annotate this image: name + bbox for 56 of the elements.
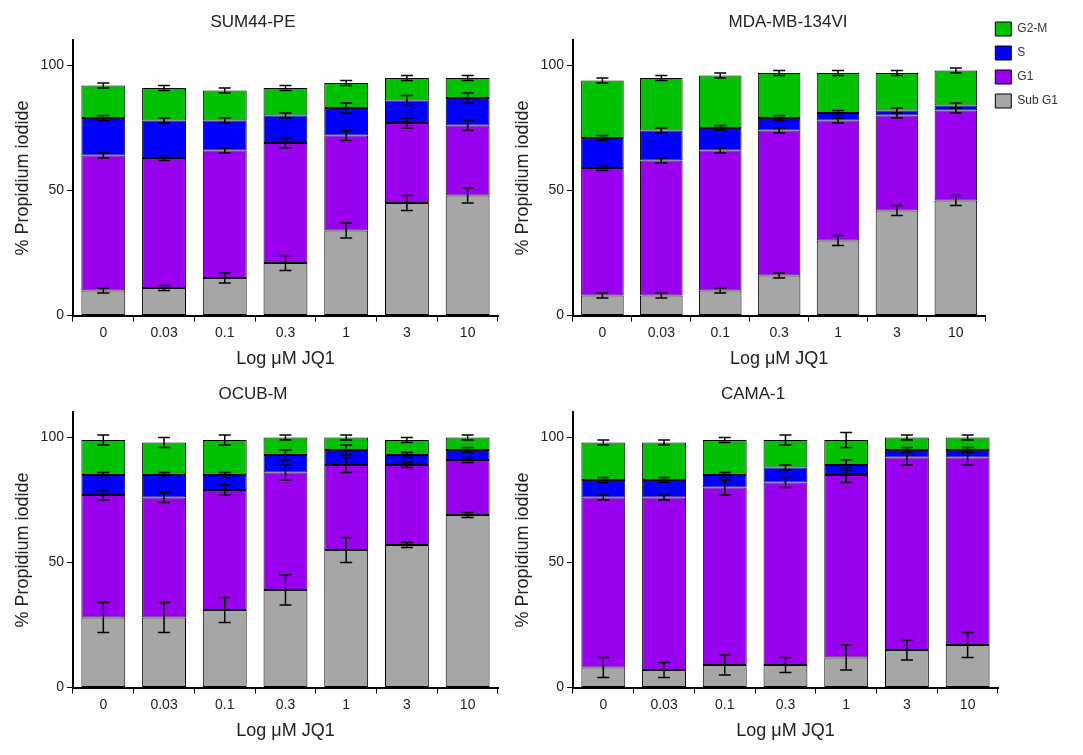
chart-title: OCUB-M <box>218 383 288 403</box>
y-tick-label: 50 <box>48 181 65 198</box>
x-tick-label: 0 <box>99 323 108 340</box>
x-tick-label: 3 <box>903 695 912 712</box>
legend-label: S <box>1017 45 1026 60</box>
x-tick-label: 0.3 <box>775 695 796 712</box>
y-tick-label: 0 <box>556 306 565 323</box>
y-tick-label: 100 <box>540 56 565 73</box>
y-tick-label: 50 <box>548 553 565 570</box>
x-axis-title: Log μM JQ1 <box>736 720 835 741</box>
x-tick-label: 0 <box>599 695 608 712</box>
x-tick-label: 0.3 <box>275 695 296 712</box>
x-tick-label: 10 <box>459 695 476 712</box>
y-tick-label: 0 <box>56 678 65 695</box>
y-tick-label: 0 <box>56 306 65 323</box>
x-tick-label: 0 <box>99 695 108 712</box>
legend-label: G1 <box>1017 69 1034 84</box>
x-axis-title: Log μM JQ1 <box>729 348 829 369</box>
x-tick-label: 10 <box>959 695 976 712</box>
y-axis-title: % Propidium iodide <box>511 472 532 628</box>
x-axis-title: Log μM JQ1 <box>236 720 335 741</box>
legend-label: Sub G1 <box>1017 93 1059 108</box>
chart-title: SUM44-PE <box>210 11 296 31</box>
y-tick-label: 100 <box>40 428 65 445</box>
x-axis-title: Log μM JQ1 <box>236 348 335 369</box>
y-tick-label: 0 <box>556 678 565 695</box>
x-tick-label: 3 <box>893 323 902 340</box>
x-tick-label: 3 <box>403 323 412 340</box>
y-axis-title: % Propidium iodide <box>511 100 532 256</box>
x-tick-label: 1 <box>342 695 351 712</box>
x-tick-label: 0.3 <box>275 323 296 340</box>
x-tick-label: 3 <box>403 695 412 712</box>
y-tick-label: 50 <box>548 181 565 198</box>
y-tick-label: 100 <box>540 428 565 445</box>
y-tick-label: 50 <box>48 553 65 570</box>
x-tick-label: 0.1 <box>715 695 735 712</box>
y-axis-title: % Propidium iodide <box>11 472 32 628</box>
x-tick-label: 1 <box>834 323 843 340</box>
x-tick-label: 0.3 <box>769 323 790 340</box>
x-tick-label: 0.03 <box>150 695 178 712</box>
legend-label: G2-M <box>1017 21 1048 36</box>
x-tick-label: 0 <box>598 323 607 340</box>
x-tick-label: 0.03 <box>150 323 178 340</box>
x-tick-label: 10 <box>948 323 964 340</box>
x-tick-label: 0.1 <box>215 323 235 340</box>
x-tick-label: 0.1 <box>215 695 235 712</box>
chart-title: CAMA-1 <box>720 383 786 403</box>
y-tick-label: 100 <box>40 56 65 73</box>
x-tick-label: 0.1 <box>710 323 731 340</box>
x-tick-label: 0.03 <box>647 323 676 340</box>
y-axis-title: % Propidium iodide <box>11 100 32 256</box>
chart-title: MDA-MB-134VI <box>728 11 848 31</box>
x-tick-label: 0.03 <box>650 695 678 712</box>
x-tick-label: 10 <box>459 323 476 340</box>
x-tick-label: 1 <box>842 695 851 712</box>
x-tick-label: 1 <box>342 323 351 340</box>
